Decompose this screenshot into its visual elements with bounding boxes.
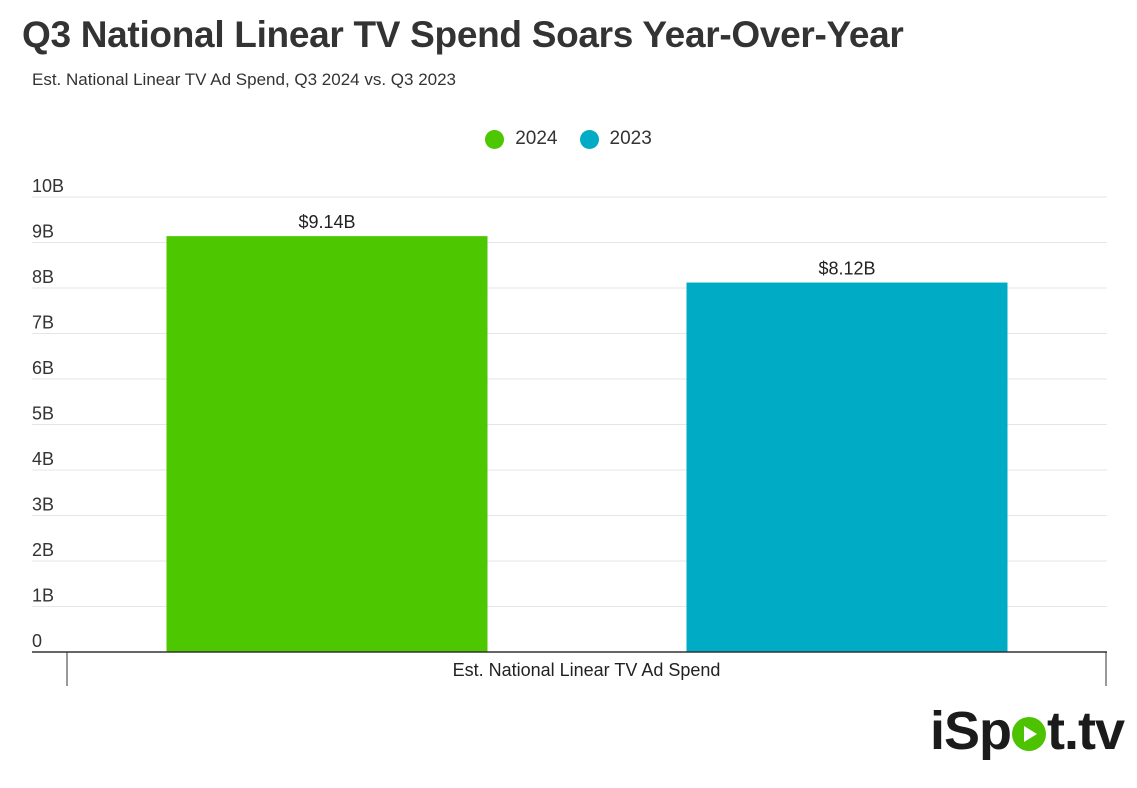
legend-swatch-2023 — [579, 129, 599, 149]
logo-text-suffix: t.tv — [1047, 701, 1125, 761]
y-tick-label: 5B — [32, 404, 54, 424]
logo-text-prefix: iSp — [930, 701, 1012, 761]
legend-item-2024[interactable]: 2024 — [485, 128, 558, 150]
bar-2023 — [686, 282, 1008, 652]
legend-swatch-2024 — [485, 129, 505, 149]
legend-item-2023[interactable]: 2023 — [579, 128, 652, 150]
legend-label-2023: 2023 — [609, 128, 652, 149]
y-tick-label: 0 — [32, 631, 42, 651]
bar-value-label-2023: $8.12B — [818, 259, 875, 279]
chart-subtitle: Est. National Linear TV Ad Spend, Q3 202… — [32, 70, 457, 89]
y-tick-label: 8B — [32, 267, 54, 287]
x-category-label: Est. National Linear TV Ad Spend — [453, 660, 721, 680]
y-tick-label: 3B — [32, 495, 54, 515]
y-tick-label: 4B — [32, 449, 54, 469]
y-tick-label: 6B — [32, 358, 54, 378]
y-tick-label: 1B — [32, 586, 54, 606]
logo-play-icon — [1012, 717, 1047, 751]
bar-2024 — [166, 236, 488, 652]
legend-label-2024: 2024 — [515, 128, 558, 149]
bar-value-label-2024: $9.14B — [298, 212, 355, 232]
chart-title: Q3 National Linear TV Spend Soars Year-O… — [22, 14, 904, 55]
y-tick-label: 9B — [32, 222, 54, 242]
ispot-logo: iSp t.tv — [930, 700, 1125, 764]
y-tick-label: 7B — [32, 313, 54, 333]
y-tick-label: 2B — [32, 540, 54, 560]
legend: 2024 2023 — [0, 128, 1137, 150]
y-tick-label: 10B — [32, 176, 64, 196]
